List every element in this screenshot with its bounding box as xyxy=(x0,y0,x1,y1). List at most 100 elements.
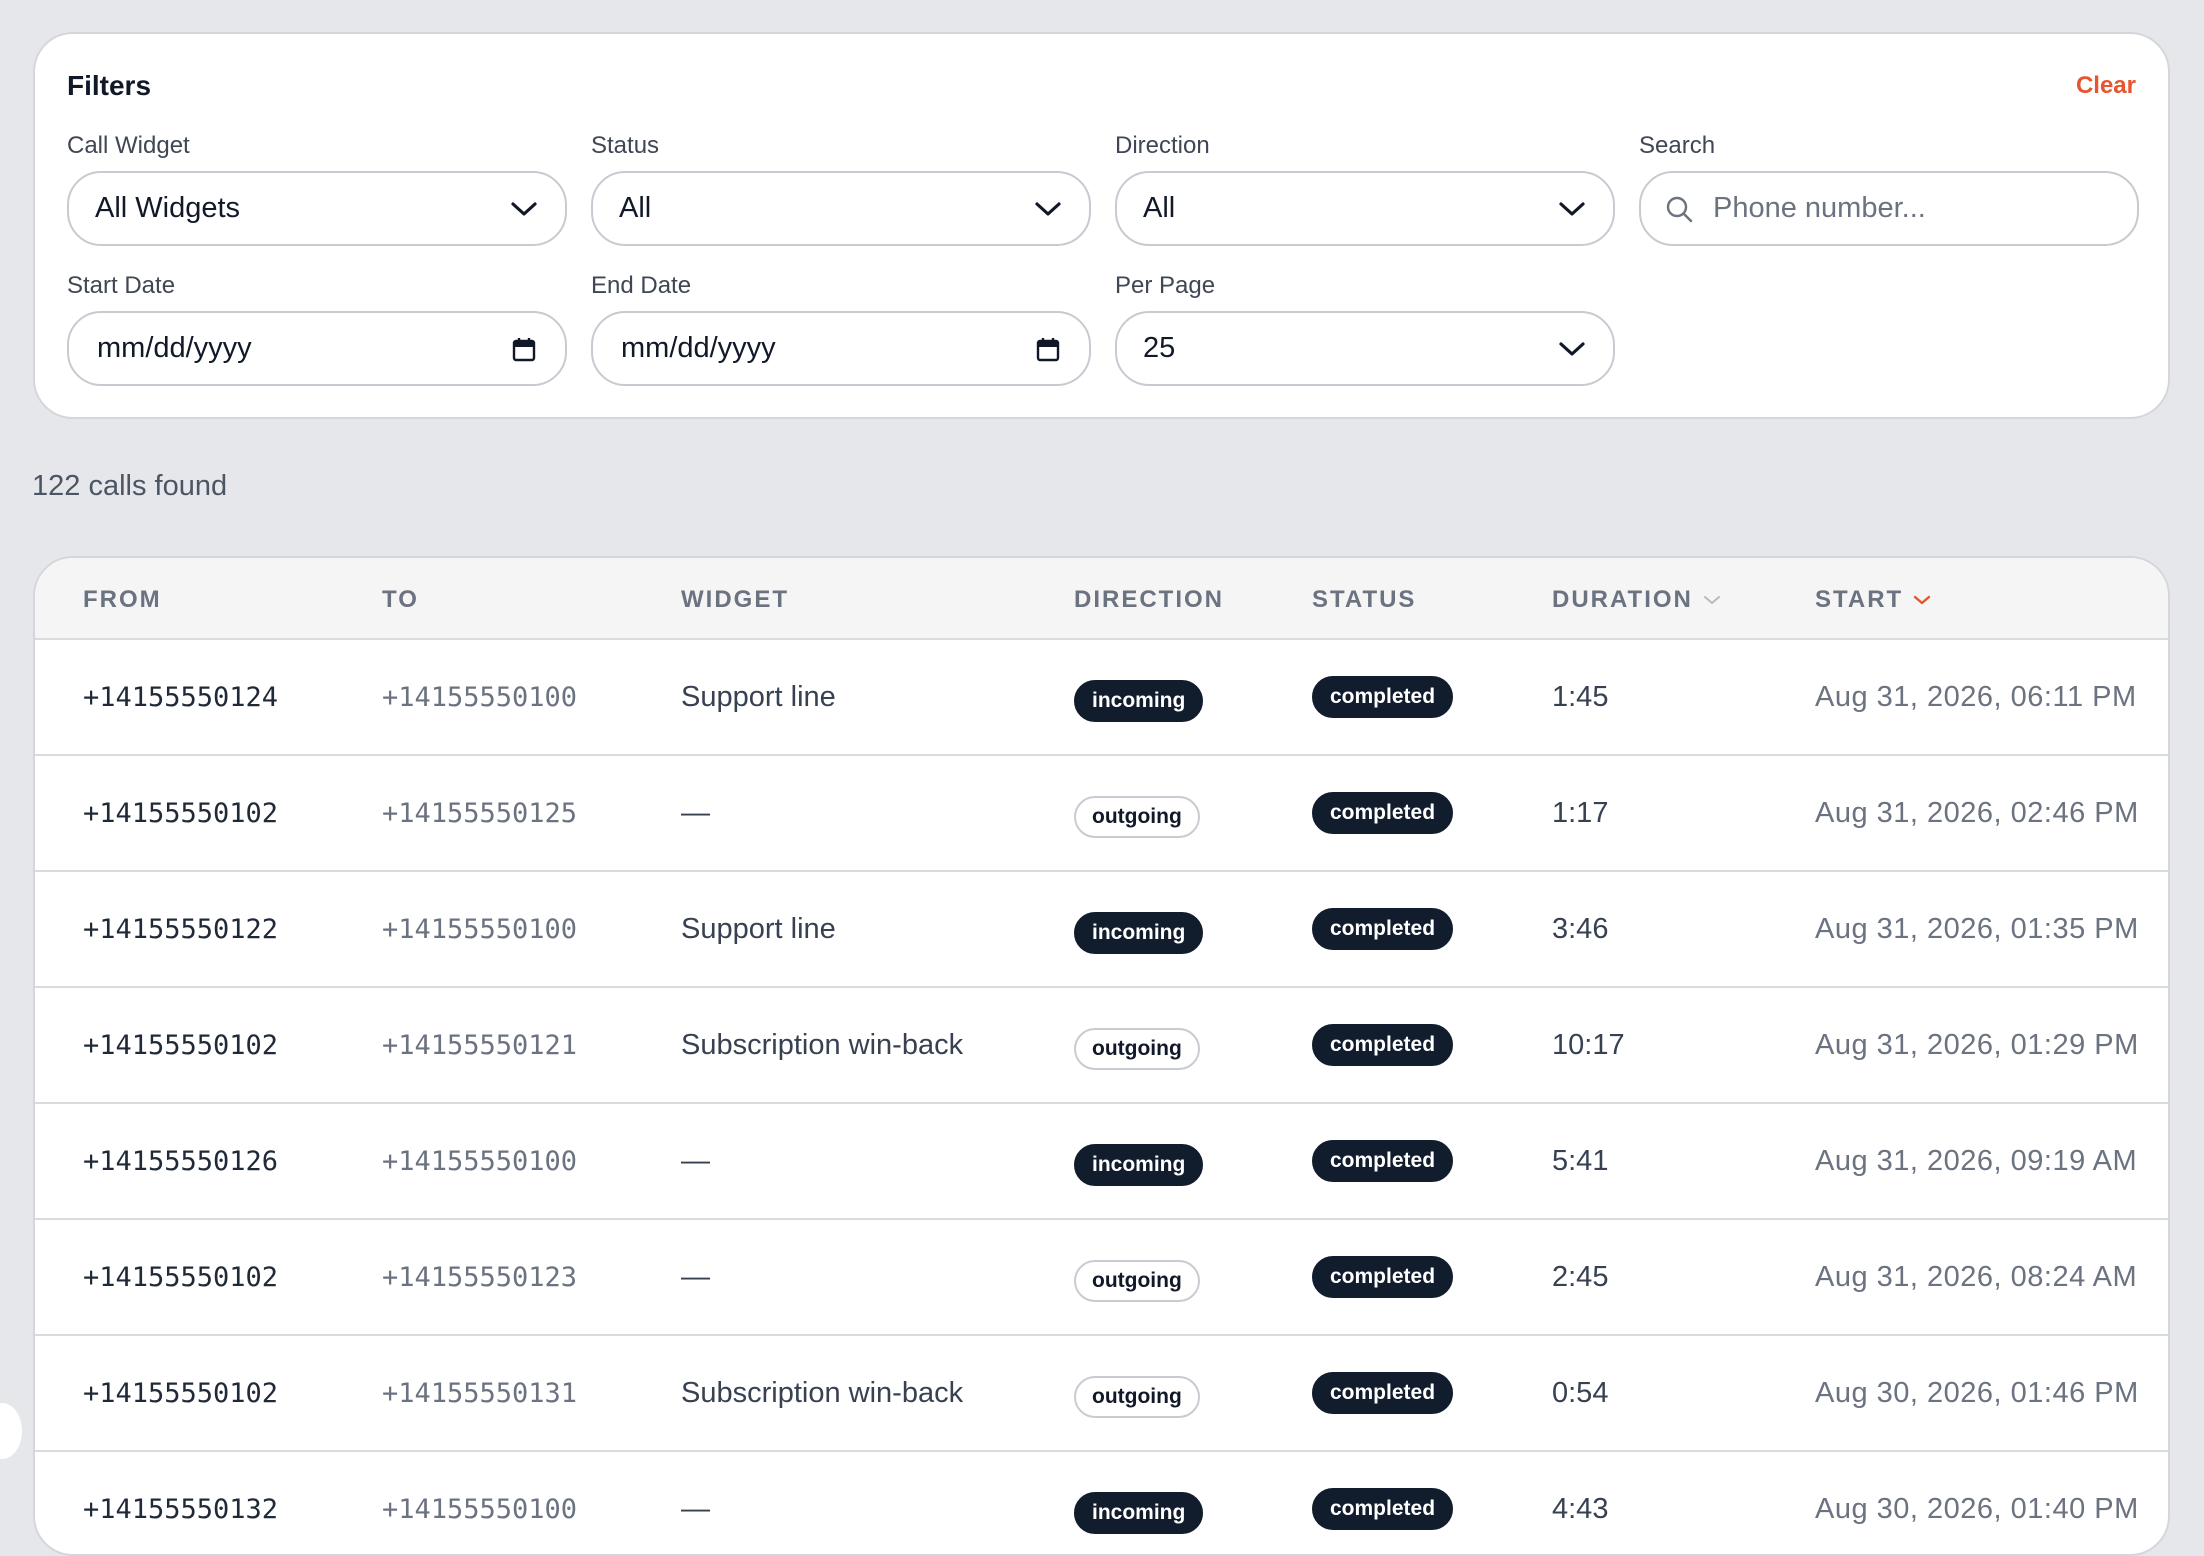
cell-direction: incoming xyxy=(1074,1104,1204,1222)
cell-from: +14155550126 xyxy=(83,1145,279,1177)
cell-status: completed xyxy=(1312,1220,1454,1334)
cell-direction: incoming xyxy=(1074,640,1204,758)
filters-panel: Filters Clear Call Widget Status Directi… xyxy=(33,32,2170,419)
table-row[interactable]: +14155550102 +14155550123 — outgoing complet… xyxy=(35,1220,2168,1336)
direction-select[interactable]: All xyxy=(1115,171,1615,246)
status-badge: completed xyxy=(1312,792,1454,834)
status-select[interactable]: All xyxy=(591,171,1091,246)
scroll-handle[interactable] xyxy=(0,1403,22,1459)
call-widget-select[interactable]: All Widgets xyxy=(67,171,567,246)
start-date-label: Start Date xyxy=(67,272,176,299)
call-widget-value: All Widgets xyxy=(95,192,241,224)
cell-to: +14155550100 xyxy=(382,1145,578,1177)
cell-status: completed xyxy=(1312,640,1454,754)
cell-direction: incoming xyxy=(1074,872,1204,990)
cell-from: +14155550102 xyxy=(83,797,279,829)
end-date-label: End Date xyxy=(591,272,692,299)
table-row[interactable]: +14155550124 +14155550100 Support line inco… xyxy=(35,640,2168,756)
clear-filters-button[interactable]: Clear xyxy=(2075,72,2136,99)
cell-duration: 0:54 xyxy=(1552,1376,1609,1409)
status-badge: completed xyxy=(1312,1488,1454,1530)
direction-label: Direction xyxy=(1115,132,1210,159)
cell-duration: 5:41 xyxy=(1552,1144,1609,1177)
cell-start: Aug 31, 2026, 08:24 AM xyxy=(1815,1260,2138,1293)
cell-to: +14155550123 xyxy=(382,1261,578,1293)
cell-widget: — xyxy=(681,1144,710,1177)
cell-to: +14155550131 xyxy=(382,1377,578,1409)
direction-badge: outgoing xyxy=(1074,796,1200,838)
per-page-value: 25 xyxy=(1143,332,1176,364)
column-header-status: STATUS xyxy=(1312,586,1417,613)
table-row[interactable]: +14155550102 +14155550125 — outgoing complet… xyxy=(35,756,2168,872)
cell-direction: incoming xyxy=(1074,1452,1204,1554)
column-header-duration[interactable]: DURATION xyxy=(1552,586,1721,614)
table-row[interactable]: +14155550132 +14155550100 — incoming complet… xyxy=(35,1452,2168,1554)
column-header-to: TO xyxy=(382,586,419,613)
direction-badge: outgoing xyxy=(1074,1376,1200,1418)
chevron-down-icon xyxy=(1557,194,1587,224)
cell-widget: Support line xyxy=(681,680,836,713)
cell-start: Aug 31, 2026, 01:29 PM xyxy=(1815,1028,2139,1061)
column-header-from: FROM xyxy=(83,586,162,613)
cell-status: completed xyxy=(1312,1452,1454,1554)
cell-duration: 1:17 xyxy=(1552,796,1609,829)
table-row[interactable]: +14155550126 +14155550100 — incoming complet… xyxy=(35,1104,2168,1220)
start-date-value: mm/dd/yyyy xyxy=(97,332,252,364)
results-count: 122 calls found xyxy=(32,470,228,502)
cell-direction: outgoing xyxy=(1074,1220,1200,1338)
calls-table: FROM TO WIDGET DIRECTION STATUS DURATION… xyxy=(33,556,2170,1556)
cell-widget: Subscription win-back xyxy=(681,1028,964,1061)
table-row[interactable]: +14155550102 +14155550131 Subscription win… xyxy=(35,1336,2168,1452)
chevron-down-icon xyxy=(1033,194,1063,224)
cell-from: +14155550102 xyxy=(83,1261,279,1293)
cell-from: +14155550102 xyxy=(83,1377,279,1409)
direction-badge: outgoing xyxy=(1074,1028,1200,1070)
cell-duration: 2:45 xyxy=(1552,1260,1609,1293)
per-page-select[interactable]: 25 xyxy=(1115,311,1615,386)
calendar-icon[interactable] xyxy=(509,334,539,364)
direction-badge: incoming xyxy=(1074,912,1204,954)
cell-to: +14155550125 xyxy=(382,797,578,829)
end-date-input[interactable]: mm/dd/yyyy xyxy=(591,311,1091,386)
start-date-input[interactable]: mm/dd/yyyy xyxy=(67,311,567,386)
status-badge: completed xyxy=(1312,676,1454,718)
cell-status: completed xyxy=(1312,988,1454,1102)
table-row[interactable]: +14155550102 +14155550121 Subscription win… xyxy=(35,988,2168,1104)
status-badge: completed xyxy=(1312,1256,1454,1298)
cell-widget: — xyxy=(681,796,710,829)
cell-direction: outgoing xyxy=(1074,1336,1200,1454)
status-badge: completed xyxy=(1312,1140,1454,1182)
cell-start: Aug 31, 2026, 06:11 PM xyxy=(1815,680,2137,713)
status-badge: completed xyxy=(1312,1372,1454,1414)
cell-to: +14155550100 xyxy=(382,1493,578,1525)
table-row[interactable]: +14155550122 +14155550100 Support line inco… xyxy=(35,872,2168,988)
cell-from: +14155550122 xyxy=(83,913,279,945)
calendar-icon[interactable] xyxy=(1033,334,1063,364)
search-icon xyxy=(1665,195,1693,223)
search-label: Search xyxy=(1639,132,1716,159)
end-date-value: mm/dd/yyyy xyxy=(621,332,776,364)
chevron-down-icon xyxy=(1557,334,1587,364)
start-header-label: START xyxy=(1815,586,1904,613)
cell-from: +14155550132 xyxy=(83,1493,279,1525)
call-widget-label: Call Widget xyxy=(67,132,190,159)
status-badge: completed xyxy=(1312,1024,1454,1066)
cell-direction: outgoing xyxy=(1074,988,1200,1106)
direction-badge: incoming xyxy=(1074,1144,1204,1186)
cell-duration: 10:17 xyxy=(1552,1028,1625,1061)
table-header: FROM TO WIDGET DIRECTION STATUS DURATION… xyxy=(35,558,2168,640)
column-header-direction: DIRECTION xyxy=(1074,586,1224,613)
cell-widget: — xyxy=(681,1260,710,1293)
chevron-down-icon xyxy=(1913,594,1931,606)
cell-start: Aug 31, 2026, 02:46 PM xyxy=(1815,796,2139,829)
duration-header-label: DURATION xyxy=(1552,586,1693,613)
per-page-label: Per Page xyxy=(1115,272,1216,299)
cell-start: Aug 31, 2026, 01:35 PM xyxy=(1815,912,2139,945)
column-header-widget: WIDGET xyxy=(681,586,789,613)
cell-from: +14155550102 xyxy=(83,1029,279,1061)
column-header-start[interactable]: START xyxy=(1815,586,1931,614)
search-input[interactable]: Phone number... xyxy=(1639,171,2139,246)
cell-duration: 1:45 xyxy=(1552,680,1609,713)
cell-direction: outgoing xyxy=(1074,756,1200,874)
direction-badge: outgoing xyxy=(1074,1260,1200,1302)
